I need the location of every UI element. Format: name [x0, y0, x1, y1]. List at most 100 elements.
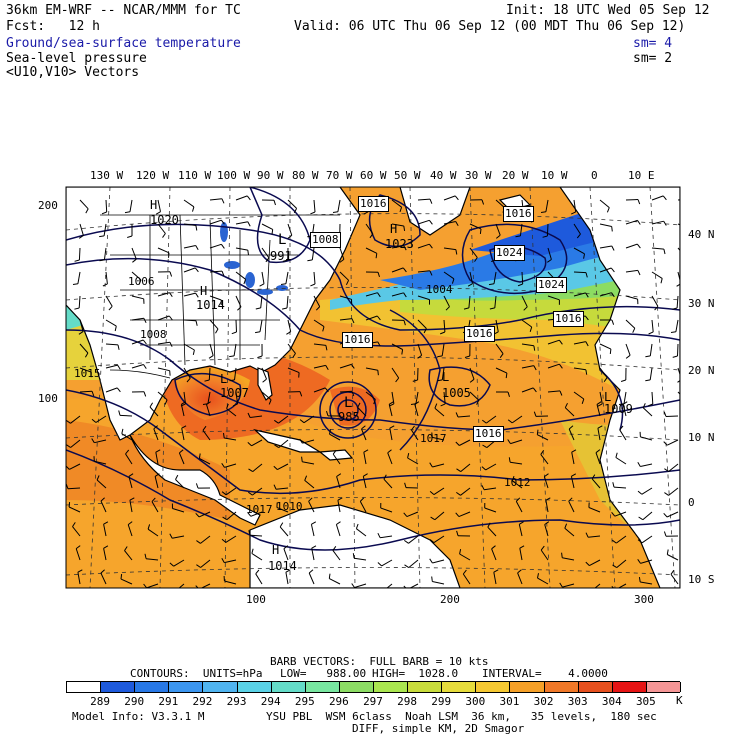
wind-barb-feather [411, 425, 415, 431]
wind-barb-feather [606, 207, 610, 213]
wind-barb-feather [220, 219, 225, 225]
wind-barb-feather [377, 370, 379, 376]
wind-barb-feather [195, 483, 199, 489]
wind-barb [157, 223, 166, 234]
wind-barb [625, 319, 636, 329]
wind-barb [209, 243, 222, 249]
lon-label: 10 E [628, 169, 655, 182]
wind-barb-feather [247, 412, 251, 418]
wind-barb-feather [596, 401, 602, 405]
wind-barb [198, 511, 211, 518]
wind-barb-feather [428, 243, 433, 249]
wind-barb [285, 572, 289, 585]
lon-label: 30 W [465, 169, 492, 182]
colorbar-swatch [612, 682, 647, 692]
wind-barb-feather [508, 457, 511, 463]
wind-barb [120, 578, 133, 585]
wind-barb-feather [481, 485, 485, 490]
wind-barb [469, 367, 475, 380]
wind-barb [380, 507, 393, 513]
wind-barb-feather [169, 533, 173, 539]
center-value-l1: 991 [270, 249, 292, 263]
wind-barb [103, 247, 107, 260]
colorbar-value: 292 [192, 695, 213, 708]
wind-barb [417, 270, 430, 273]
wind-barb [157, 367, 170, 372]
wind-barb-feather [221, 491, 227, 496]
wind-barb-feather [455, 412, 459, 418]
wind-barb [233, 343, 237, 356]
wind-barb [95, 415, 107, 423]
wind-barb-feather [229, 355, 235, 358]
wind-barb-feather [221, 538, 227, 543]
wind-barb [287, 343, 296, 354]
wind-barb [540, 454, 549, 465]
wind-barb [103, 548, 107, 561]
wind-barb-feather [198, 453, 201, 459]
center-label-l5: L [604, 390, 612, 404]
valid-time: Valid: 06 UTC Thu 06 Sep 12 (00 MDT Thu … [294, 19, 686, 34]
isobar-label: 1010 [276, 500, 303, 513]
wind-barb [410, 429, 419, 441]
wind-barb-feather [251, 548, 254, 554]
wind-barb [183, 292, 196, 297]
wind-barb-feather [274, 419, 279, 424]
wind-barb-feather [620, 379, 626, 382]
wind-barb [308, 572, 315, 585]
wind-barb [409, 583, 419, 588]
wind-barb [226, 408, 237, 417]
wind-barb [512, 480, 523, 489]
wind-barb [183, 343, 195, 351]
wind-barb [157, 341, 170, 345]
wind-barb [616, 559, 627, 568]
wind-barb-feather [379, 589, 383, 592]
wind-barb-feather [407, 452, 410, 459]
wind-barb-feather [585, 341, 589, 347]
wind-barb [287, 199, 297, 209]
wind-barb-feather [248, 530, 251, 536]
wind-barb-feather [515, 235, 521, 238]
wind-barb-feather [279, 522, 284, 528]
wind-barb [408, 535, 419, 544]
wind-barb [356, 528, 367, 537]
wind-barb [484, 507, 497, 513]
wind-barb-feather [307, 259, 313, 262]
wind-barb-feather [248, 468, 253, 473]
wind-barb [225, 487, 237, 496]
wind-barb-feather [363, 449, 369, 453]
wind-barb-feather [451, 278, 455, 284]
wind-barb-feather [149, 402, 154, 408]
wind-barb-feather [195, 512, 200, 518]
lon-label: 60 W [360, 169, 387, 182]
wind-barb [417, 295, 430, 301]
wind-barb-feather [428, 220, 433, 225]
wind-barb-feather [68, 502, 71, 508]
wind-barb-feather [637, 559, 641, 564]
lat-label: 20 N [688, 364, 715, 377]
lat-label: 0 [688, 496, 695, 509]
wind-barb-feather [637, 270, 641, 276]
wind-barb-feather [638, 516, 644, 521]
wind-barb [625, 243, 638, 249]
center-value-h2: 1023 [385, 237, 414, 251]
colorbar-value: 296 [328, 695, 349, 708]
wind-barb [495, 319, 499, 332]
wind-barb-feather [670, 331, 676, 333]
wind-barb-feather [125, 449, 130, 455]
wind-barb [172, 508, 185, 513]
colorbar-value: 299 [431, 695, 452, 708]
wind-barb [329, 433, 341, 441]
wind-barb [235, 195, 248, 201]
wind-barb [518, 524, 523, 537]
wind-barb-feather [482, 444, 488, 449]
wind-barb [100, 572, 107, 585]
contours-high: HIGH= 1028.0 [372, 667, 459, 680]
wind-barb-feather [412, 379, 418, 382]
model-info: Model Info: V3.3.1 M [72, 710, 205, 723]
wind-barb-feather [337, 497, 343, 501]
wind-barb-feather [128, 473, 134, 477]
wind-barb [310, 524, 315, 537]
wind-barb [103, 223, 107, 236]
wind-barb [485, 463, 497, 471]
wind-barb-feather [611, 292, 615, 298]
